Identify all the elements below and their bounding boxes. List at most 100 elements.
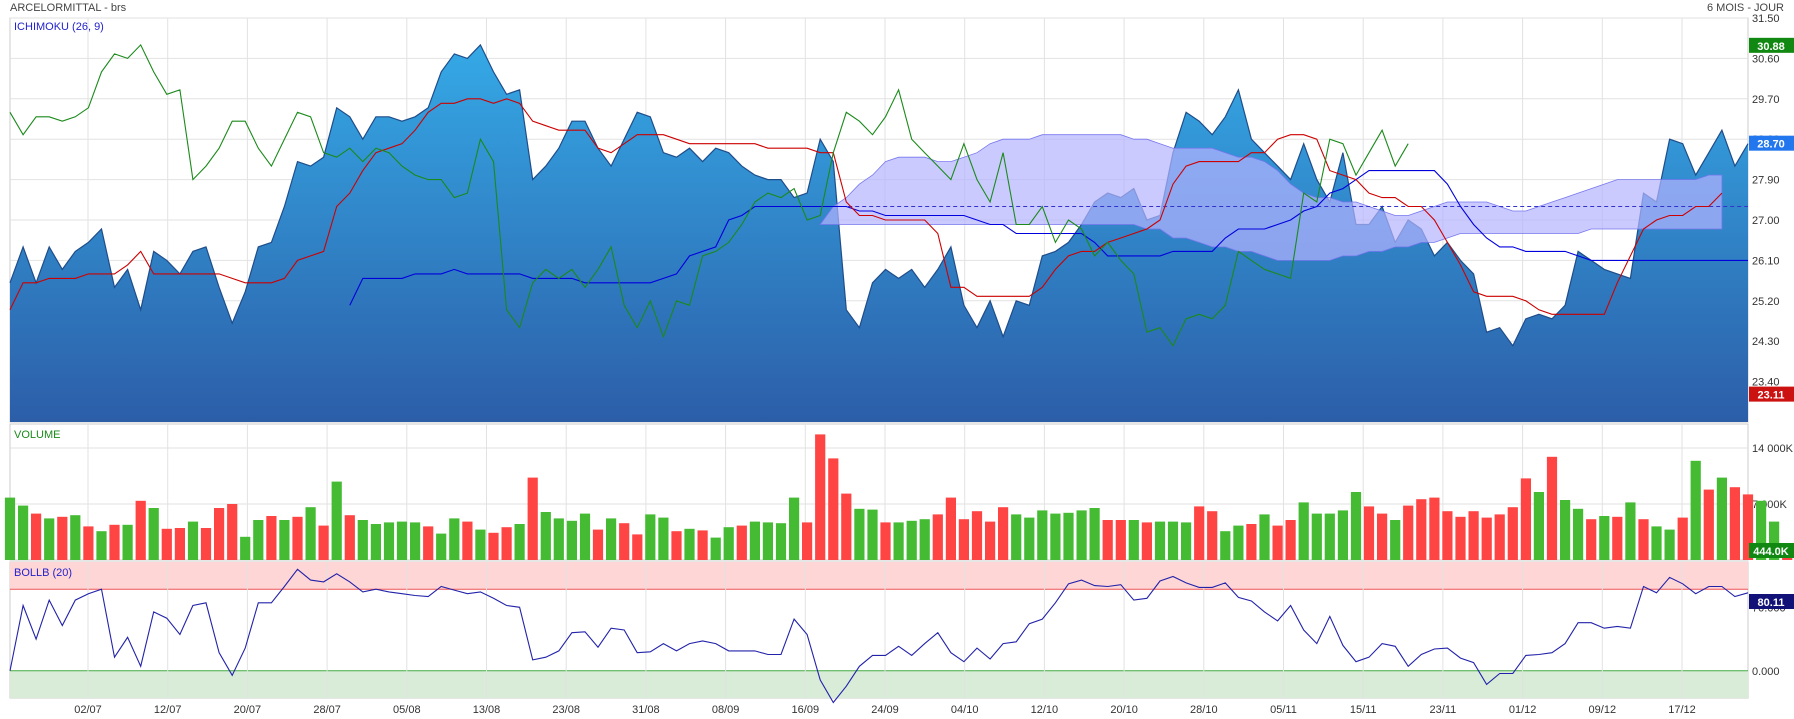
volume-bar (1141, 522, 1152, 560)
x-tick-label: 12/10 (1031, 704, 1059, 716)
x-tick-label: 28/10 (1190, 704, 1218, 716)
volume-bar (1481, 517, 1492, 560)
volume-bar (4, 497, 16, 560)
volume-bar (815, 434, 826, 560)
volume-bar (527, 477, 538, 560)
low-badge: 23.11 (1758, 390, 1785, 402)
volume-title: VOLUME (14, 429, 60, 441)
ichimoku-ytick-label: 31.50 (1752, 13, 1780, 25)
volume-bar (958, 519, 969, 560)
volume-bar (187, 521, 199, 560)
volume-bar (802, 522, 813, 560)
volume-bar (1194, 506, 1205, 560)
volume-bar (1324, 513, 1335, 560)
volume-bar (893, 522, 904, 560)
volume-bar (1272, 525, 1283, 560)
bollb-upper-zone (10, 562, 1748, 590)
volume-bar (854, 508, 865, 560)
volume-bar (96, 531, 107, 560)
volume-bar (1037, 510, 1048, 560)
volume-bar (1246, 524, 1257, 560)
volume-bar (83, 526, 94, 560)
price-line (9, 43, 1749, 347)
volume-bar (880, 522, 891, 560)
x-tick-label: 01/12 (1509, 704, 1537, 716)
volume-bar (1612, 516, 1623, 560)
volume-bar (540, 512, 551, 560)
volume-bar (1285, 520, 1296, 560)
volume-bar (566, 520, 577, 560)
x-tick-label: 04/10 (951, 704, 979, 716)
volume-bar (710, 537, 721, 560)
volume-bar (122, 524, 133, 560)
volume-bar (671, 531, 682, 560)
x-tick-label: 05/11 (1270, 704, 1297, 716)
volume-bar (514, 524, 525, 560)
volume-bar (1546, 456, 1558, 560)
ichimoku-ytick-label: 27.00 (1752, 215, 1780, 227)
volume-bar (1573, 508, 1584, 560)
volume-bar (18, 505, 29, 560)
bollb-title: BOLLB (20) (14, 567, 72, 579)
high-badge-bg (1749, 37, 1794, 53)
x-tick-label: 05/08 (393, 704, 421, 716)
volume-bar (1507, 507, 1518, 560)
volume-bar (240, 536, 251, 560)
volume-bar (1220, 531, 1231, 560)
volume-bar (1024, 517, 1035, 560)
volume-bar (1769, 521, 1780, 560)
bollb-line (9, 568, 1749, 704)
volume-bar (266, 516, 277, 560)
x-tick-label: 15/11 (1350, 704, 1377, 716)
volume-bar (906, 520, 917, 560)
ichimoku-ytick-label: 24.30 (1752, 336, 1780, 348)
volume-bar (31, 513, 42, 560)
volume-bar (1063, 512, 1074, 560)
ichimoku-ytick-label: 27.90 (1752, 175, 1780, 187)
volume-bar (553, 518, 564, 560)
volume-bar (1468, 511, 1479, 560)
price-area (10, 44, 1748, 423)
volume-bar (1416, 499, 1427, 560)
volume-bar (1560, 500, 1571, 560)
volume-bar (1337, 510, 1348, 560)
volume-bar (161, 528, 172, 560)
volume-bar (475, 529, 486, 560)
volume-bar (449, 518, 460, 560)
volume-bar (841, 493, 852, 560)
x-tick-label: 24/09 (871, 704, 899, 716)
volume-bar (684, 528, 695, 560)
volume-bar (292, 516, 303, 560)
volume-bar (1664, 529, 1675, 560)
x-tick-label: 12/07 (154, 704, 182, 716)
volume-bar (1154, 521, 1166, 560)
volume-bar (592, 529, 604, 560)
volume-bar (1703, 489, 1714, 560)
volume-bar (1167, 521, 1179, 560)
volume-bar (789, 497, 800, 560)
x-tick-label: 23/08 (552, 704, 580, 716)
volume-bar (1102, 520, 1113, 560)
volume-bar (396, 521, 408, 560)
ichimoku-ytick-label: 29.70 (1752, 94, 1780, 106)
volume-bar (1690, 460, 1701, 560)
volume-bar (148, 508, 159, 560)
volume-bar (1429, 497, 1440, 560)
volume-bar (174, 528, 185, 560)
volume-bar (279, 520, 290, 560)
ichimoku-ytick-label: 23.40 (1752, 377, 1780, 389)
x-tick-label: 09/12 (1589, 704, 1617, 716)
volume-bar (423, 526, 434, 560)
volume-bar (775, 523, 787, 560)
volume-bar (579, 513, 591, 560)
volume-bar (1377, 513, 1388, 560)
volume-bar (749, 521, 760, 560)
volume-bar (998, 507, 1009, 560)
volume-bar (606, 518, 617, 560)
ichimoku-ytick-label: 26.10 (1752, 255, 1780, 267)
ichimoku-ytick-label: 30.60 (1752, 53, 1780, 65)
volume-bar (1403, 505, 1414, 560)
volume-bar (1350, 492, 1362, 560)
